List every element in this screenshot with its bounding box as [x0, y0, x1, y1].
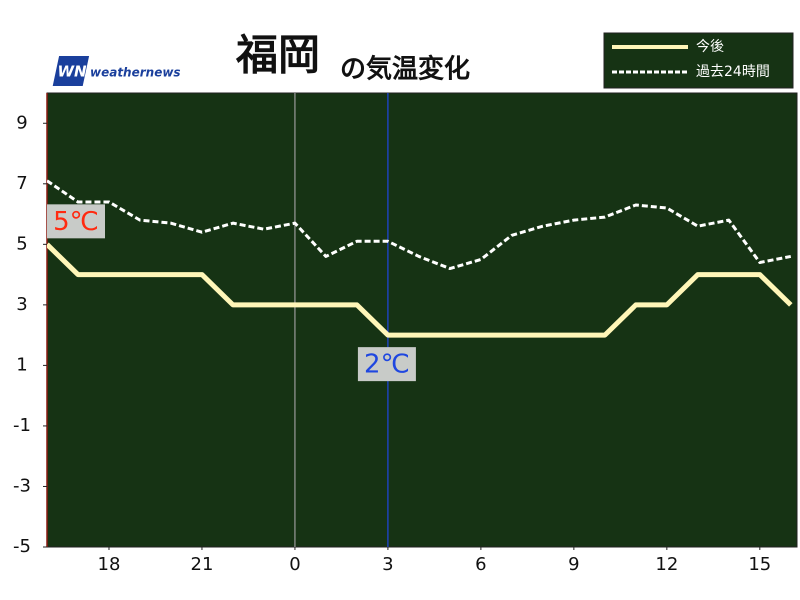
annotation-text: 2℃: [364, 350, 410, 380]
y-tick-label: 3: [16, 294, 27, 315]
legend-label: 今後: [696, 39, 724, 55]
chart-subtitle: の気温変化: [340, 54, 470, 85]
legend-label: 過去24時間: [696, 64, 770, 80]
logo: WN weathernews: [52, 56, 181, 86]
x-tick-label: 0: [289, 554, 300, 575]
y-tick-label: -3: [13, 475, 31, 496]
x-tick-label: 6: [475, 554, 486, 575]
y-tick-label: -1: [13, 415, 31, 436]
chart-title: 福岡: [235, 31, 320, 80]
series-line: [47, 242, 793, 338]
series-line: [47, 179, 792, 271]
legend-box: [603, 32, 794, 89]
y-tick-label: 1: [16, 354, 27, 375]
x-tick-label: 9: [568, 554, 579, 575]
y-tick-label: -5: [13, 536, 31, 557]
y-tick-label: 9: [16, 112, 27, 133]
logo-icon: [52, 56, 90, 86]
logo-mark: WN: [57, 63, 87, 81]
x-tick-label: 3: [382, 554, 393, 575]
x-tick-label: 15: [748, 554, 771, 575]
x-tick-label: 21: [191, 554, 214, 575]
x-tick-label: 18: [98, 554, 121, 575]
annotation-box: [47, 204, 105, 239]
annotation: 2℃: [357, 347, 416, 382]
logo-text: weathernews: [90, 66, 181, 80]
y-tick-label: 7: [16, 173, 27, 194]
annotation-text: 5℃: [53, 207, 99, 237]
annotation-box: [357, 347, 416, 382]
plot-area: [46, 92, 798, 548]
y-tick-label: 5: [16, 233, 27, 254]
x-tick-label: 12: [655, 554, 678, 575]
annotation: 5℃: [47, 204, 105, 239]
